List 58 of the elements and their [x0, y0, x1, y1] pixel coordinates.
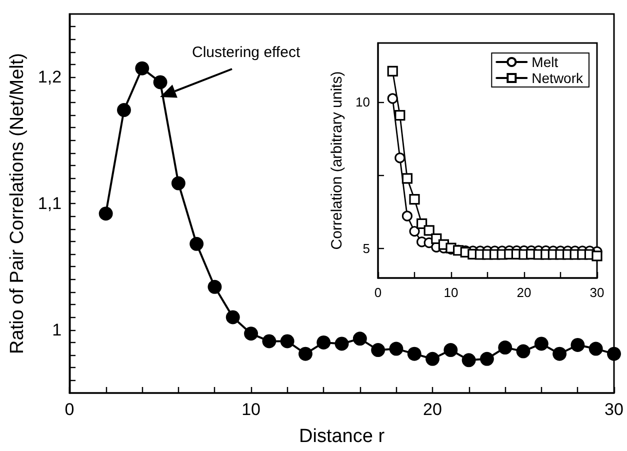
point	[516, 344, 530, 358]
point	[416, 218, 428, 229]
point	[570, 338, 585, 352]
point	[409, 194, 420, 205]
point	[409, 226, 420, 237]
legend-label: Network	[532, 70, 584, 86]
point	[316, 335, 331, 350]
point	[588, 342, 603, 356]
x-tick-label: 0	[64, 400, 74, 419]
annotation: Clustering effect	[192, 44, 300, 61]
point	[371, 343, 386, 358]
legend-label: Melt	[532, 54, 558, 70]
x-tick-label: 30	[590, 285, 604, 300]
point	[444, 343, 458, 358]
point	[98, 206, 113, 221]
x-tick-label: 10	[242, 400, 260, 419]
point	[424, 225, 434, 236]
point	[280, 334, 294, 348]
point	[244, 326, 258, 341]
point	[402, 173, 412, 184]
y-tick-label: 1,2	[38, 68, 62, 87]
y-tick-label: 5	[362, 241, 370, 256]
point	[394, 152, 406, 164]
point	[334, 336, 349, 351]
y-axis-title: Ratio of Pair Correlations (Net/Melt)	[7, 53, 28, 354]
point	[534, 336, 548, 351]
x-axis-title: Distance r	[299, 426, 386, 447]
point	[607, 346, 621, 361]
point	[226, 310, 240, 324]
x-tick-label: 30	[604, 400, 624, 419]
point	[402, 210, 412, 222]
point	[387, 66, 398, 76]
point	[407, 346, 422, 361]
x-tick-label: 0	[374, 285, 382, 300]
point	[387, 93, 398, 104]
point	[262, 334, 276, 348]
point	[171, 176, 186, 190]
point	[552, 346, 567, 361]
point	[116, 103, 131, 118]
point	[208, 280, 222, 294]
y-tick-label: 1,1	[38, 194, 62, 213]
point	[153, 75, 168, 90]
point	[298, 346, 312, 361]
point	[190, 236, 204, 251]
point	[389, 342, 404, 356]
point	[394, 110, 406, 121]
point	[480, 352, 494, 366]
x-tick-label: 20	[423, 400, 442, 419]
y-axis-title: Correlation (arbitrary units)	[328, 71, 346, 250]
point	[352, 332, 367, 346]
point	[498, 340, 512, 355]
point	[592, 250, 602, 262]
point	[426, 352, 440, 366]
point	[462, 353, 476, 368]
x-tick-label: 10	[444, 285, 458, 300]
y-tick-label: 1	[52, 320, 62, 340]
point	[135, 61, 150, 76]
x-tick-label: 20	[516, 285, 532, 300]
